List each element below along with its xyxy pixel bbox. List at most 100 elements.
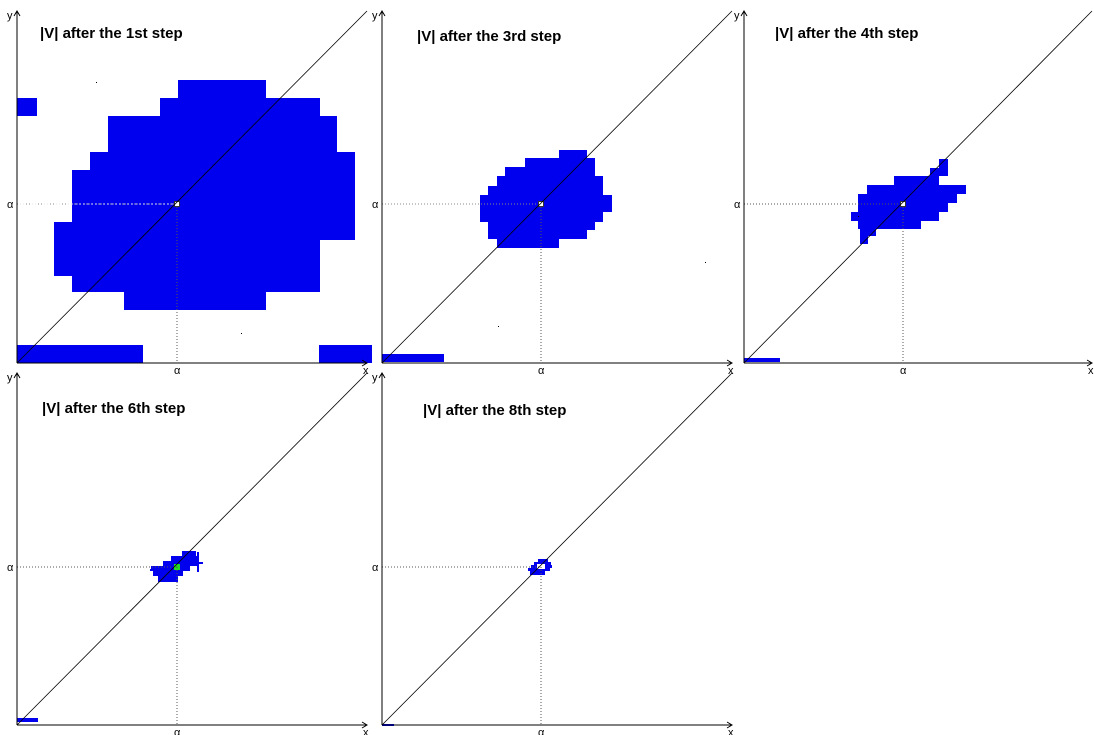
region-cell <box>860 229 876 236</box>
alpha-tick-y: α <box>734 199 741 211</box>
x-axis-arrow <box>726 721 733 729</box>
region-cell <box>851 212 939 221</box>
region-cell <box>17 718 38 722</box>
region-cell <box>319 345 372 363</box>
alpha-point-marker <box>538 201 544 207</box>
diagonal-line <box>16 10 368 364</box>
region-cell <box>108 116 337 152</box>
region-spike <box>150 569 164 571</box>
region-cell <box>744 358 780 362</box>
alpha-tick-y: α <box>7 562 14 574</box>
region-cell <box>860 236 868 244</box>
alpha-tick-x: α <box>538 727 545 735</box>
speck <box>705 262 706 263</box>
panel-title: |V| after the 6th step <box>42 400 185 417</box>
region-cell <box>178 80 266 98</box>
alpha-tick-x: α <box>174 727 181 735</box>
region-cell <box>505 167 595 176</box>
alpha-tick-y: α <box>372 562 379 574</box>
y-axis-arrow <box>378 10 386 17</box>
region-cell <box>182 551 196 556</box>
y-axis-arrow <box>13 372 21 379</box>
region-cell <box>160 98 320 116</box>
diagonal-line <box>381 372 733 726</box>
panel-step-4: |V| after the 4th step x y α α <box>734 10 1094 377</box>
region-cell <box>151 566 190 571</box>
y-axis-arrow <box>13 10 21 17</box>
x-axis-label: x <box>363 727 369 735</box>
region-cell <box>171 556 199 561</box>
region-cell <box>17 345 143 363</box>
diagonal-line <box>743 10 1093 364</box>
region-cell <box>158 576 178 582</box>
x-axis-arrow <box>361 359 368 367</box>
region-cell <box>488 230 587 239</box>
region-cell <box>939 159 948 168</box>
region-cell <box>530 571 545 575</box>
diagonal-line <box>381 10 733 364</box>
x-axis-arrow <box>361 721 368 729</box>
y-axis-label: y <box>7 10 13 22</box>
panel-title: |V| after the 1st step <box>40 25 183 42</box>
region-cell <box>72 170 355 222</box>
x-axis-label: x <box>363 365 369 377</box>
region-cell <box>525 158 595 167</box>
region-cell <box>17 98 37 116</box>
x-axis-label: x <box>728 727 734 735</box>
speck <box>96 82 97 83</box>
region-cell <box>858 221 921 229</box>
region-spike <box>197 562 203 564</box>
panel-title: |V| after the 8th step <box>423 402 566 419</box>
alpha-tick-x: α <box>174 365 181 377</box>
v-region <box>17 80 372 363</box>
panel-title: |V| after the 3rd step <box>417 28 561 45</box>
alpha-point-marker <box>174 201 180 207</box>
x-axis-arrow <box>726 359 733 367</box>
alpha-tick-y: α <box>7 199 14 211</box>
region-hole <box>537 564 545 569</box>
v-region <box>17 551 199 722</box>
panel-step-1: |V| after the 1st step x y α α <box>7 10 372 377</box>
region-cell <box>480 195 612 212</box>
region-cell <box>497 239 559 248</box>
speck <box>858 216 859 217</box>
panel-title: |V| after the 4th step <box>775 25 918 42</box>
panel-step-3: |V| after the 3rd step x y α α <box>372 10 734 377</box>
v-region <box>382 150 612 362</box>
region-cell <box>163 561 199 566</box>
region-cell <box>497 176 603 186</box>
region-cell <box>894 176 939 185</box>
region-cell <box>858 194 957 203</box>
region-cell <box>72 276 320 292</box>
v-region <box>744 159 966 362</box>
region-cell <box>382 354 444 362</box>
diagonal-line <box>16 372 368 726</box>
panel-step-8: |V| after the 8th step x y α α <box>372 372 734 735</box>
region-cell <box>54 240 320 276</box>
x-axis-arrow <box>1086 359 1093 367</box>
alpha-tick-x: α <box>900 365 907 377</box>
y-axis-arrow <box>740 10 748 17</box>
v-region <box>382 559 552 726</box>
y-axis-label: y <box>7 372 13 384</box>
panel-step-6: |V| after the 6th step x y α α <box>7 372 369 735</box>
region-cell <box>54 222 355 240</box>
alpha-point-marker <box>900 201 906 207</box>
region-cell <box>124 292 266 310</box>
region-cell <box>528 568 550 571</box>
y-axis-label: y <box>372 372 378 384</box>
region-cell <box>488 186 603 195</box>
y-axis-arrow <box>378 372 386 379</box>
y-axis-label: y <box>734 10 740 22</box>
region-cell <box>867 185 966 194</box>
speck <box>241 333 242 334</box>
alpha-tick-y: α <box>372 199 379 211</box>
alpha-tick-x: α <box>538 365 545 377</box>
x-axis-label: x <box>1088 365 1094 377</box>
speck <box>498 326 499 327</box>
y-axis-label: y <box>372 10 378 22</box>
region-cell <box>930 168 948 176</box>
region-cell <box>538 559 548 562</box>
region-cell <box>90 152 355 170</box>
